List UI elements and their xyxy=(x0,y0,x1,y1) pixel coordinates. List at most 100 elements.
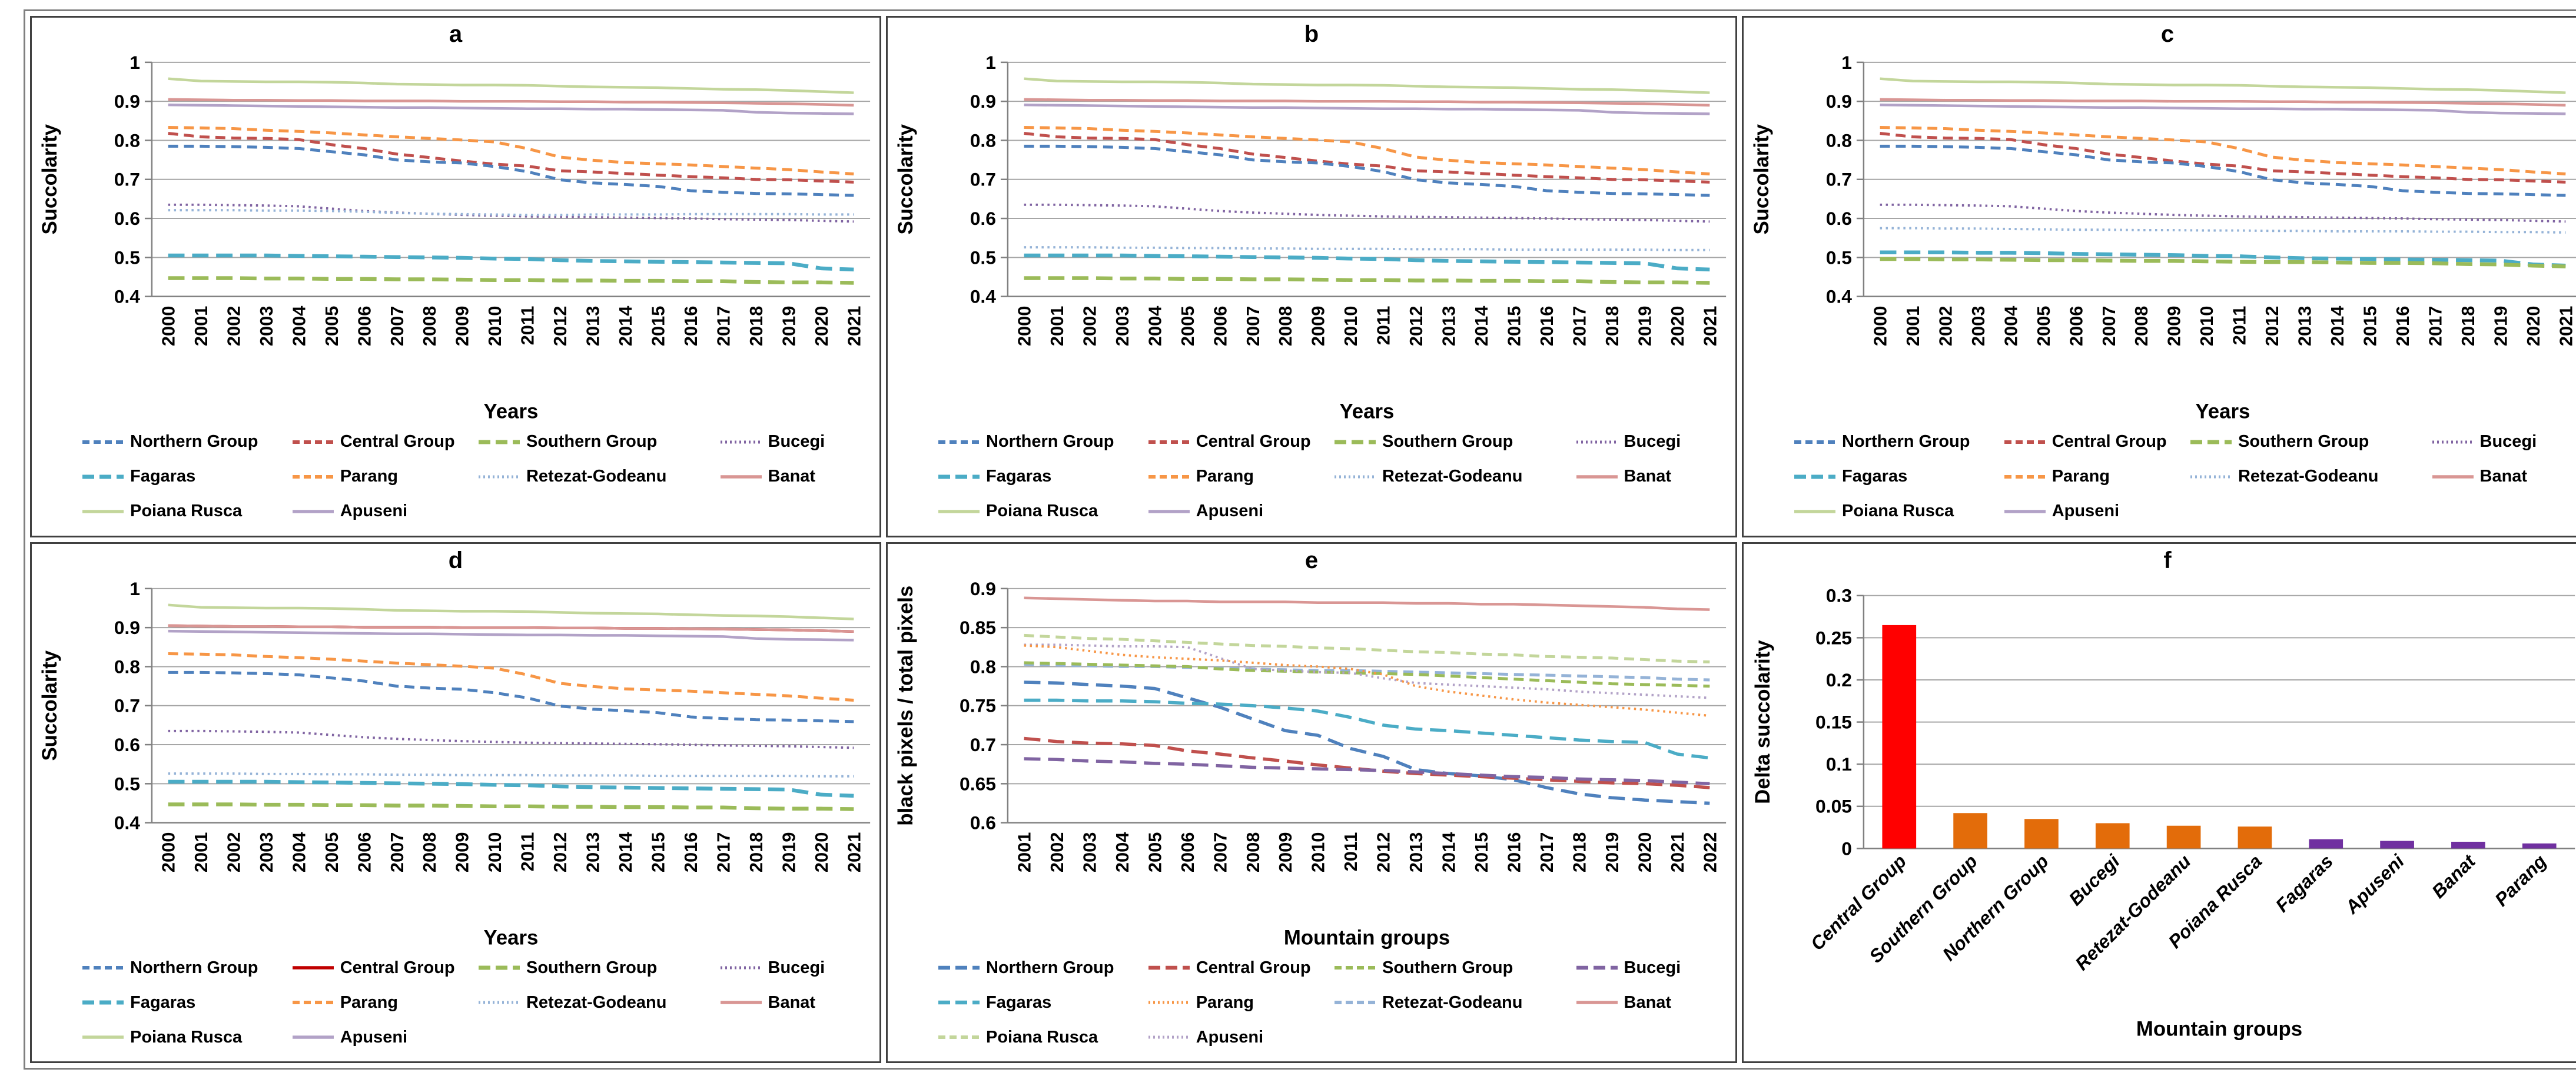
series-line-apuseni xyxy=(1024,645,1710,698)
series-line-poiana-rusca xyxy=(1024,79,1710,93)
series-line-poiana-rusca xyxy=(1880,79,2566,93)
x-tick-label: 2018 xyxy=(1569,832,1589,872)
y-tick-label: 0.9 xyxy=(114,617,140,638)
bar-northern-group xyxy=(2024,819,2059,848)
legend-label-southern-group: Southern Group xyxy=(526,958,657,978)
legend-label-fagaras: Fagaras xyxy=(130,467,195,486)
x-tick-label: 2004 xyxy=(288,306,309,347)
legend-item-southern-group: Southern Group xyxy=(2189,432,2431,451)
y-tick-label: 0.8 xyxy=(114,656,140,677)
x-tick-label: 2016 xyxy=(2392,306,2413,347)
x-tick-label: 2012 xyxy=(550,306,570,347)
y-tick-label: 0.8 xyxy=(970,130,996,151)
legend-item-apuseni: Apuseni xyxy=(2003,502,2189,521)
legend-marker-northern-group xyxy=(81,437,125,447)
legend-marker-central-group xyxy=(1147,437,1191,447)
x-tick-label: 2014 xyxy=(615,306,636,347)
series-line-banat xyxy=(168,625,854,631)
x-tick-label: 2010 xyxy=(1308,832,1329,872)
x-tick-label: 2003 xyxy=(256,306,277,347)
legend-marker-fagaras xyxy=(1793,472,1837,482)
legend-item-southern-group: Southern Group xyxy=(477,432,719,451)
y-tick-label: 0.6 xyxy=(1826,208,1852,229)
series-line-banat xyxy=(1880,99,2566,105)
legend-marker-apuseni xyxy=(291,1032,335,1042)
series-line-retezat-godeanu xyxy=(168,773,854,776)
legend-item-southern-group: Southern Group xyxy=(1333,432,1575,451)
x-tick-label: 2009 xyxy=(2164,306,2185,347)
x-tick-label: 2007 xyxy=(2099,306,2119,347)
bar-parang xyxy=(2522,843,2557,848)
x-axis-title: Years xyxy=(1340,400,1395,423)
legend-marker-southern-group xyxy=(477,437,521,447)
y-tick-label: 0.6 xyxy=(970,208,996,229)
y-tick-label: 0.75 xyxy=(960,695,996,716)
x-tick-label: 2011 xyxy=(517,832,538,871)
x-tick-label: 2009 xyxy=(1275,832,1296,872)
x-tick-label: 2022 xyxy=(1699,832,1720,872)
x-tick-label: 2005 xyxy=(321,306,342,347)
x-tick-label: 2010 xyxy=(484,306,505,347)
legend-label-retezat-godeanu: Retezat-Godeanu xyxy=(1382,993,1522,1012)
legend-marker-parang xyxy=(1147,998,1191,1007)
panel-a-title: a xyxy=(32,18,879,47)
series-line-bucegi xyxy=(1880,205,2566,222)
legend-marker-retezat-godeanu xyxy=(2189,472,2233,482)
y-tick-label: 0.3 xyxy=(1826,585,1852,606)
legend-item-poiana-rusca: Poiana Rusca xyxy=(937,502,1147,521)
series-line-southern-group xyxy=(168,804,854,809)
y-tick-label: 0.5 xyxy=(114,247,140,268)
y-tick-label: 0.65 xyxy=(960,773,996,794)
legend-item-parang: Parang xyxy=(291,467,477,486)
x-tick-label: 2003 xyxy=(1968,306,1989,347)
panel-d-title: d xyxy=(32,544,879,573)
x-tick-label: 2017 xyxy=(713,306,733,347)
x-tick-label: 2021 xyxy=(844,306,864,347)
x-tick-label: 2016 xyxy=(680,306,701,347)
y-tick-label: 0.25 xyxy=(1815,627,1852,648)
x-tick-label: 2018 xyxy=(1602,306,1622,347)
panel-c-title: c xyxy=(1744,18,2576,47)
x-tick-label: 2014 xyxy=(2327,306,2348,347)
legend-item-fagaras: Fagaras xyxy=(81,467,291,486)
legend-label-northern-group: Northern Group xyxy=(130,958,258,978)
x-tick-label: 2006 xyxy=(2066,306,2086,347)
y-axis-title: Succolarity xyxy=(38,124,61,234)
x-tick-label: 2005 xyxy=(1177,306,1198,347)
legend-marker-parang xyxy=(291,472,335,482)
y-tick-label: 0.7 xyxy=(1826,169,1852,190)
y-axis-title: black pixels / total pixels xyxy=(894,585,917,825)
x-tick-label: 2018 xyxy=(2458,306,2478,347)
legend-item-parang: Parang xyxy=(1147,467,1333,486)
legend-label-southern-group: Southern Group xyxy=(2238,432,2369,451)
x-tick-label: 2005 xyxy=(1144,832,1165,872)
x-axis-title: Mountain groups xyxy=(1284,926,1450,949)
legend-label-bucegi: Bucegi xyxy=(1624,432,1681,451)
x-tick-label: 2002 xyxy=(1935,306,1956,347)
bar-apuseni xyxy=(2380,841,2414,848)
x-axis-title: Years xyxy=(484,926,539,949)
legend-label-bucegi: Bucegi xyxy=(1624,958,1681,978)
x-tick-label: 2018 xyxy=(746,832,766,872)
x-tick-label: 2019 xyxy=(1602,832,1622,872)
legend-label-banat: Banat xyxy=(1624,993,1672,1012)
x-tick-label: 2017 xyxy=(713,832,733,872)
x-tick-label: 2009 xyxy=(452,832,473,872)
x-tick-label: 2015 xyxy=(648,306,669,347)
legend-marker-fagaras xyxy=(81,998,125,1007)
x-tick-label: Parang xyxy=(2491,850,2551,910)
series-line-northern-group xyxy=(168,146,854,195)
legend-label-poiana-rusca: Poiana Rusca xyxy=(1842,502,1954,521)
legend-label-poiana-rusca: Poiana Rusca xyxy=(986,1028,1098,1047)
bar-fagaras xyxy=(2309,839,2343,848)
legend-marker-poiana-rusca xyxy=(937,1032,981,1042)
legend-label-apuseni: Apuseni xyxy=(2052,502,2119,521)
legend-marker-northern-group xyxy=(937,437,981,447)
series-line-banat xyxy=(168,99,854,105)
y-tick-label: 0 xyxy=(1841,838,1852,859)
x-tick-label: 2014 xyxy=(1439,832,1459,872)
x-tick-label: 2000 xyxy=(158,306,179,347)
legend-item-northern-group: Northern Group xyxy=(937,958,1147,978)
